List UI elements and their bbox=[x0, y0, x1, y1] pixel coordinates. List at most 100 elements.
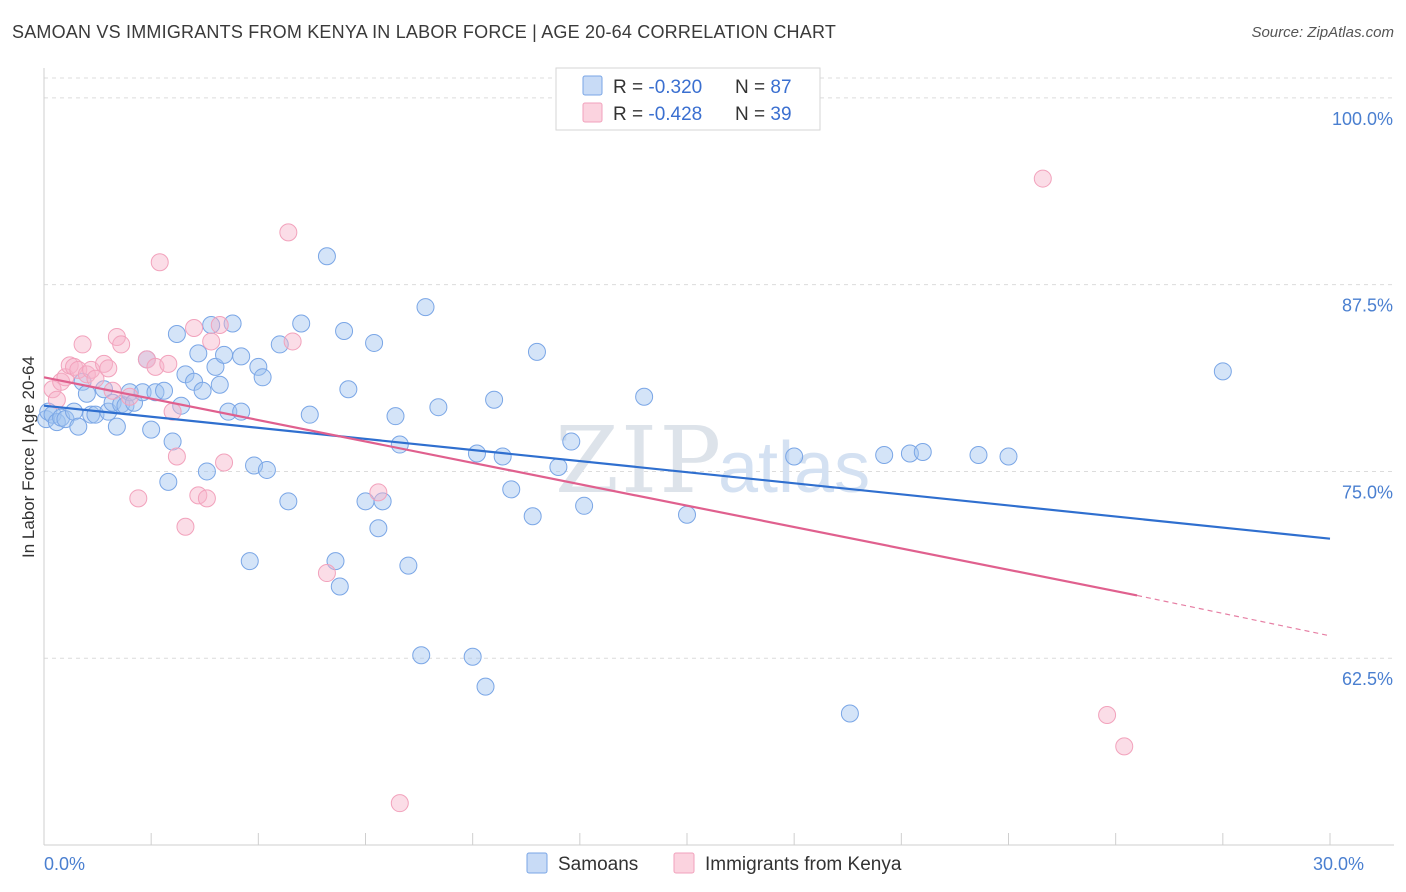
kenya-point bbox=[99, 359, 118, 378]
samoans-point bbox=[159, 472, 178, 491]
kenya-point bbox=[1115, 737, 1134, 756]
samoans-point bbox=[840, 704, 859, 723]
samoans-point bbox=[429, 398, 448, 417]
samoans-point bbox=[369, 519, 388, 538]
legend-n-value-2: 39 bbox=[770, 104, 791, 125]
legend-n-label-1: N = bbox=[735, 77, 770, 98]
samoans-point bbox=[1213, 362, 1232, 381]
legend-row-1: R = -0.320 bbox=[613, 77, 702, 98]
kenya-point bbox=[69, 360, 88, 379]
kenya-point bbox=[47, 390, 66, 409]
samoans-point bbox=[365, 333, 384, 352]
samoans-point bbox=[373, 492, 392, 511]
kenya-point bbox=[279, 223, 298, 242]
kenya-point bbox=[1098, 706, 1117, 725]
legend-r-label-1: R = bbox=[613, 77, 648, 98]
kenya-point bbox=[317, 564, 336, 583]
legend-n-label-2: N = bbox=[735, 104, 770, 125]
samoans-point bbox=[249, 357, 268, 376]
kenya-point bbox=[202, 332, 221, 351]
legend-r-label-2: R = bbox=[613, 104, 648, 125]
samoans-point bbox=[163, 432, 182, 451]
samoans-point bbox=[635, 387, 654, 406]
samoans-point bbox=[502, 480, 521, 499]
legend-r-value-2: -0.428 bbox=[648, 104, 702, 125]
kenya-point bbox=[283, 332, 302, 351]
legend: R = -0.320 N = 87 R = -0.428 N = 39 bbox=[555, 67, 821, 131]
kenya-point bbox=[150, 253, 169, 272]
samoans-point bbox=[339, 380, 358, 399]
kenya-point bbox=[129, 489, 148, 508]
samoans-point bbox=[300, 405, 319, 424]
samoans-point bbox=[562, 432, 581, 451]
kenya-trend-line bbox=[43, 376, 1138, 597]
y-tick-label: 62.5% bbox=[1342, 669, 1393, 689]
kenya-point bbox=[390, 794, 409, 813]
kenya-point bbox=[176, 517, 195, 536]
legend-row-2-n: N = 39 bbox=[735, 104, 792, 125]
samoans-point bbox=[678, 505, 696, 524]
tick-labels: 100.0% 87.5% 75.0% 62.5% 0.0% 30.0% bbox=[44, 109, 1393, 874]
samoans-point bbox=[969, 446, 988, 465]
legend-swatch-samoans bbox=[582, 75, 603, 96]
samoans-point bbox=[167, 324, 186, 343]
samoans-point bbox=[215, 345, 234, 364]
samoans-point bbox=[189, 344, 208, 363]
samoans-point bbox=[999, 447, 1018, 466]
kenya-point bbox=[167, 447, 186, 466]
legend-r-value-1: -0.320 bbox=[648, 77, 702, 98]
samoans-point bbox=[575, 496, 594, 515]
kenya-point bbox=[73, 335, 92, 354]
bottom-legend-swatch-samoans bbox=[526, 852, 548, 874]
samoans-point bbox=[485, 390, 504, 409]
samoans-point bbox=[193, 381, 212, 400]
kenya-point bbox=[215, 453, 234, 472]
kenya-point bbox=[112, 335, 131, 354]
kenya-point bbox=[1033, 169, 1052, 188]
samoans-point bbox=[476, 677, 495, 696]
kenya-point bbox=[210, 316, 229, 335]
x-tick-label: 30.0% bbox=[1313, 854, 1364, 874]
samoans-point bbox=[467, 444, 486, 463]
y-axis-label: In Labor Force | Age 20-64 bbox=[19, 356, 38, 558]
samoans-point bbox=[335, 321, 354, 340]
samoans-point bbox=[142, 420, 161, 439]
axes bbox=[43, 68, 1394, 846]
samoans-point bbox=[317, 247, 336, 266]
samoans-point bbox=[386, 407, 405, 426]
samoans-trend-line bbox=[43, 404, 1331, 540]
legend-n-value-1: 87 bbox=[770, 77, 791, 98]
watermark-atlas: atlas bbox=[718, 428, 870, 508]
samoans-point bbox=[65, 402, 84, 421]
bottom-legend-swatch-kenya bbox=[673, 852, 695, 874]
bottom-legend-samoans: Samoans bbox=[558, 854, 638, 875]
kenya-point bbox=[185, 318, 204, 337]
samoans-point bbox=[69, 417, 88, 436]
samoans-point bbox=[523, 507, 542, 526]
samoans-point bbox=[900, 444, 919, 463]
samoans-point bbox=[399, 556, 418, 575]
y-tick-label: 100.0% bbox=[1332, 109, 1393, 129]
samoans-point bbox=[240, 552, 259, 571]
samoans-point bbox=[875, 446, 894, 465]
samoans-point bbox=[257, 460, 276, 479]
samoans-point bbox=[279, 492, 298, 511]
x-tick-label: 0.0% bbox=[44, 854, 85, 874]
legend-swatch-kenya bbox=[582, 102, 603, 123]
kenya-point bbox=[369, 483, 388, 502]
bottom-legend-kenya: Immigrants from Kenya bbox=[705, 854, 902, 875]
samoans-point bbox=[493, 447, 512, 466]
legend-row-2: R = -0.428 bbox=[613, 104, 702, 125]
samoans-point bbox=[785, 447, 804, 466]
samoans-point bbox=[210, 375, 229, 394]
samoans-point bbox=[197, 462, 216, 481]
watermark: ZIP atlas bbox=[555, 407, 870, 514]
y-tick-label: 87.5% bbox=[1342, 296, 1393, 316]
samoans-point bbox=[463, 647, 482, 666]
kenya-trend-extension bbox=[1136, 594, 1331, 637]
samoans-point bbox=[223, 314, 242, 333]
samoans-point bbox=[330, 577, 349, 596]
samoans-point bbox=[416, 298, 435, 317]
samoans-point bbox=[913, 443, 932, 462]
